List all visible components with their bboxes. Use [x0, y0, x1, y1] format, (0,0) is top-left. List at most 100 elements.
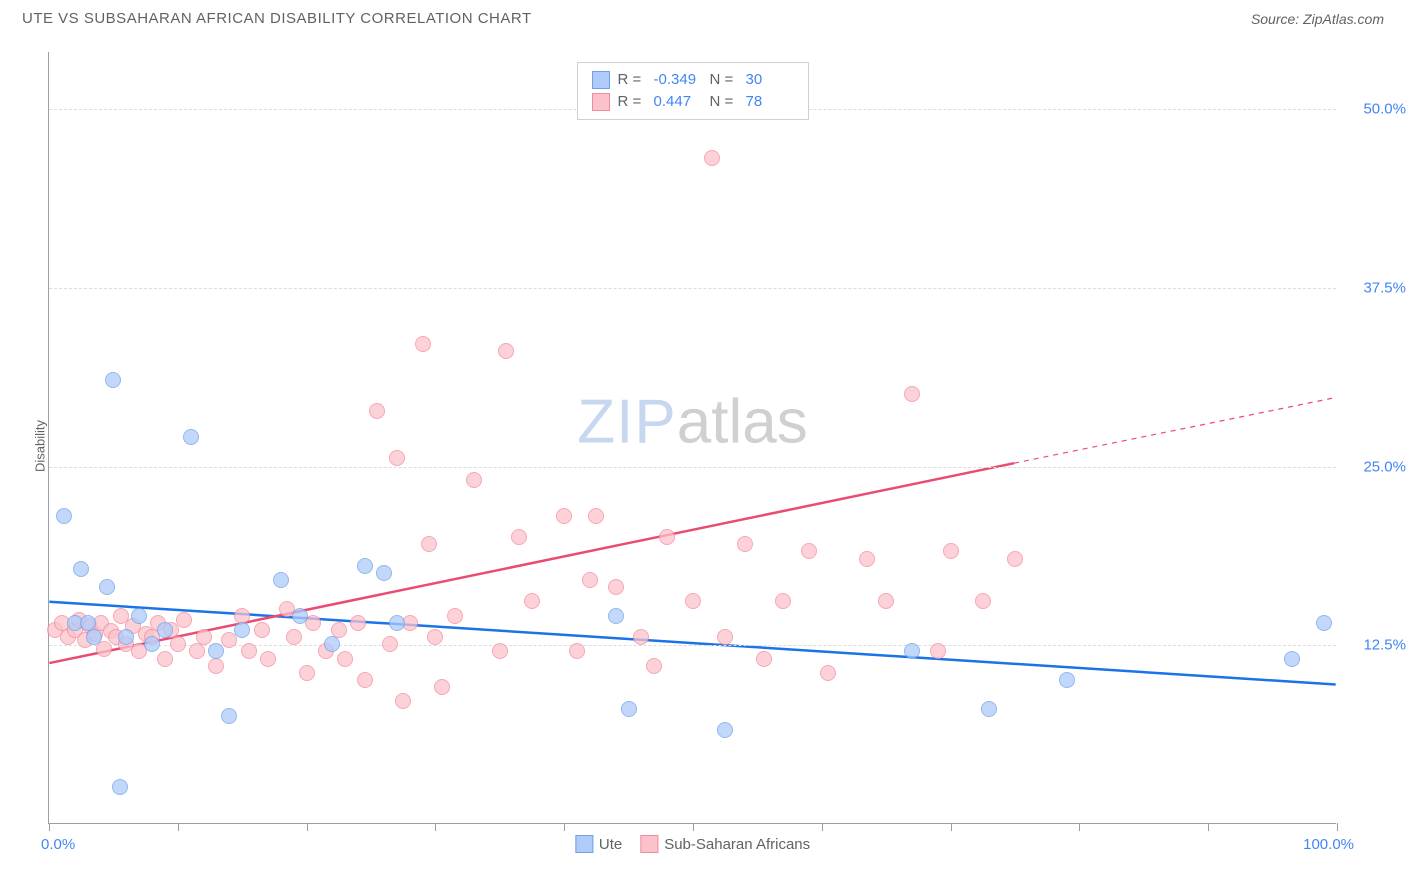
x-tick: [49, 823, 50, 831]
data-point: [286, 629, 302, 645]
data-point: [170, 636, 186, 652]
data-point: [189, 643, 205, 659]
data-point: [717, 629, 733, 645]
source-attribution: Source: ZipAtlas.com: [1251, 11, 1384, 27]
data-point: [556, 508, 572, 524]
data-point: [801, 543, 817, 559]
data-point: [1316, 615, 1332, 631]
data-point: [569, 643, 585, 659]
data-point: [196, 629, 212, 645]
data-point: [260, 651, 276, 667]
data-point: [859, 551, 875, 567]
legend-swatch: [592, 93, 610, 111]
legend-correlation-row: R =-0.349N =30: [592, 69, 794, 91]
data-point: [324, 636, 340, 652]
legend-r-value: -0.349: [654, 69, 702, 91]
trendline-layer: [49, 52, 1336, 823]
data-point: [775, 593, 791, 609]
watermark: ZIPatlas: [577, 387, 807, 458]
x-tick: [1079, 823, 1080, 831]
data-point: [685, 593, 701, 609]
correlation-legend: R =-0.349N =30R =0.447N =78: [577, 62, 809, 120]
x-tick: [693, 823, 694, 831]
data-point: [498, 343, 514, 359]
data-point: [646, 658, 662, 674]
data-point: [434, 679, 450, 695]
legend-n-label: N =: [710, 69, 738, 91]
chart-plot-area: ZIPatlas R =-0.349N =30R =0.447N =78 Ute…: [48, 52, 1336, 824]
watermark-zip: ZIP: [577, 388, 676, 457]
x-tick: [951, 823, 952, 831]
data-point: [86, 629, 102, 645]
data-point: [208, 658, 224, 674]
data-point: [357, 558, 373, 574]
data-point: [299, 665, 315, 681]
data-point: [582, 572, 598, 588]
data-point: [466, 472, 482, 488]
data-point: [389, 615, 405, 631]
y-axis-label: Disability: [33, 420, 48, 472]
data-point: [930, 643, 946, 659]
data-point: [608, 608, 624, 624]
data-point: [292, 608, 308, 624]
x-tick: [178, 823, 179, 831]
series-legend: Ute Sub-Saharan Africans: [575, 835, 810, 853]
data-point: [704, 150, 720, 166]
data-point: [183, 429, 199, 445]
data-point: [254, 622, 270, 638]
data-point: [717, 722, 733, 738]
legend-n-value: 78: [746, 91, 794, 113]
data-point: [756, 651, 772, 667]
data-point: [357, 672, 373, 688]
data-point: [878, 593, 894, 609]
legend-series-item: Ute: [575, 835, 622, 853]
data-point: [943, 543, 959, 559]
legend-n-label: N =: [710, 91, 738, 113]
legend-swatch: [640, 835, 658, 853]
data-point: [588, 508, 604, 524]
data-point: [737, 536, 753, 552]
legend-r-label: R =: [618, 91, 646, 113]
x-tick: [435, 823, 436, 831]
data-point: [659, 529, 675, 545]
legend-swatch: [575, 835, 593, 853]
data-point: [221, 708, 237, 724]
data-point: [157, 622, 173, 638]
data-point: [415, 336, 431, 352]
data-point: [99, 579, 115, 595]
x-tick-label-min: 0.0%: [41, 836, 75, 853]
x-tick-label-max: 100.0%: [1303, 836, 1354, 853]
data-point: [492, 643, 508, 659]
legend-r-value: 0.447: [654, 91, 702, 113]
data-point: [350, 615, 366, 631]
x-tick: [564, 823, 565, 831]
legend-series-item: Sub-Saharan Africans: [640, 835, 810, 853]
data-point: [144, 636, 160, 652]
data-point: [389, 450, 405, 466]
legend-r-label: R =: [618, 69, 646, 91]
data-point: [633, 629, 649, 645]
data-point: [376, 565, 392, 581]
x-tick: [1208, 823, 1209, 831]
data-point: [1059, 672, 1075, 688]
data-point: [975, 593, 991, 609]
data-point: [382, 636, 398, 652]
data-point: [608, 579, 624, 595]
data-point: [820, 665, 836, 681]
data-point: [273, 572, 289, 588]
legend-swatch: [592, 71, 610, 89]
data-point: [73, 561, 89, 577]
y-tick-label: 50.0%: [1346, 101, 1406, 118]
data-point: [1007, 551, 1023, 567]
gridline: [49, 467, 1336, 468]
gridline: [49, 288, 1336, 289]
data-point: [981, 701, 997, 717]
data-point: [131, 608, 147, 624]
data-point: [176, 612, 192, 628]
data-point: [234, 622, 250, 638]
data-point: [56, 508, 72, 524]
data-point: [369, 403, 385, 419]
data-point: [208, 643, 224, 659]
y-tick-label: 12.5%: [1346, 637, 1406, 654]
y-tick-label: 37.5%: [1346, 279, 1406, 296]
